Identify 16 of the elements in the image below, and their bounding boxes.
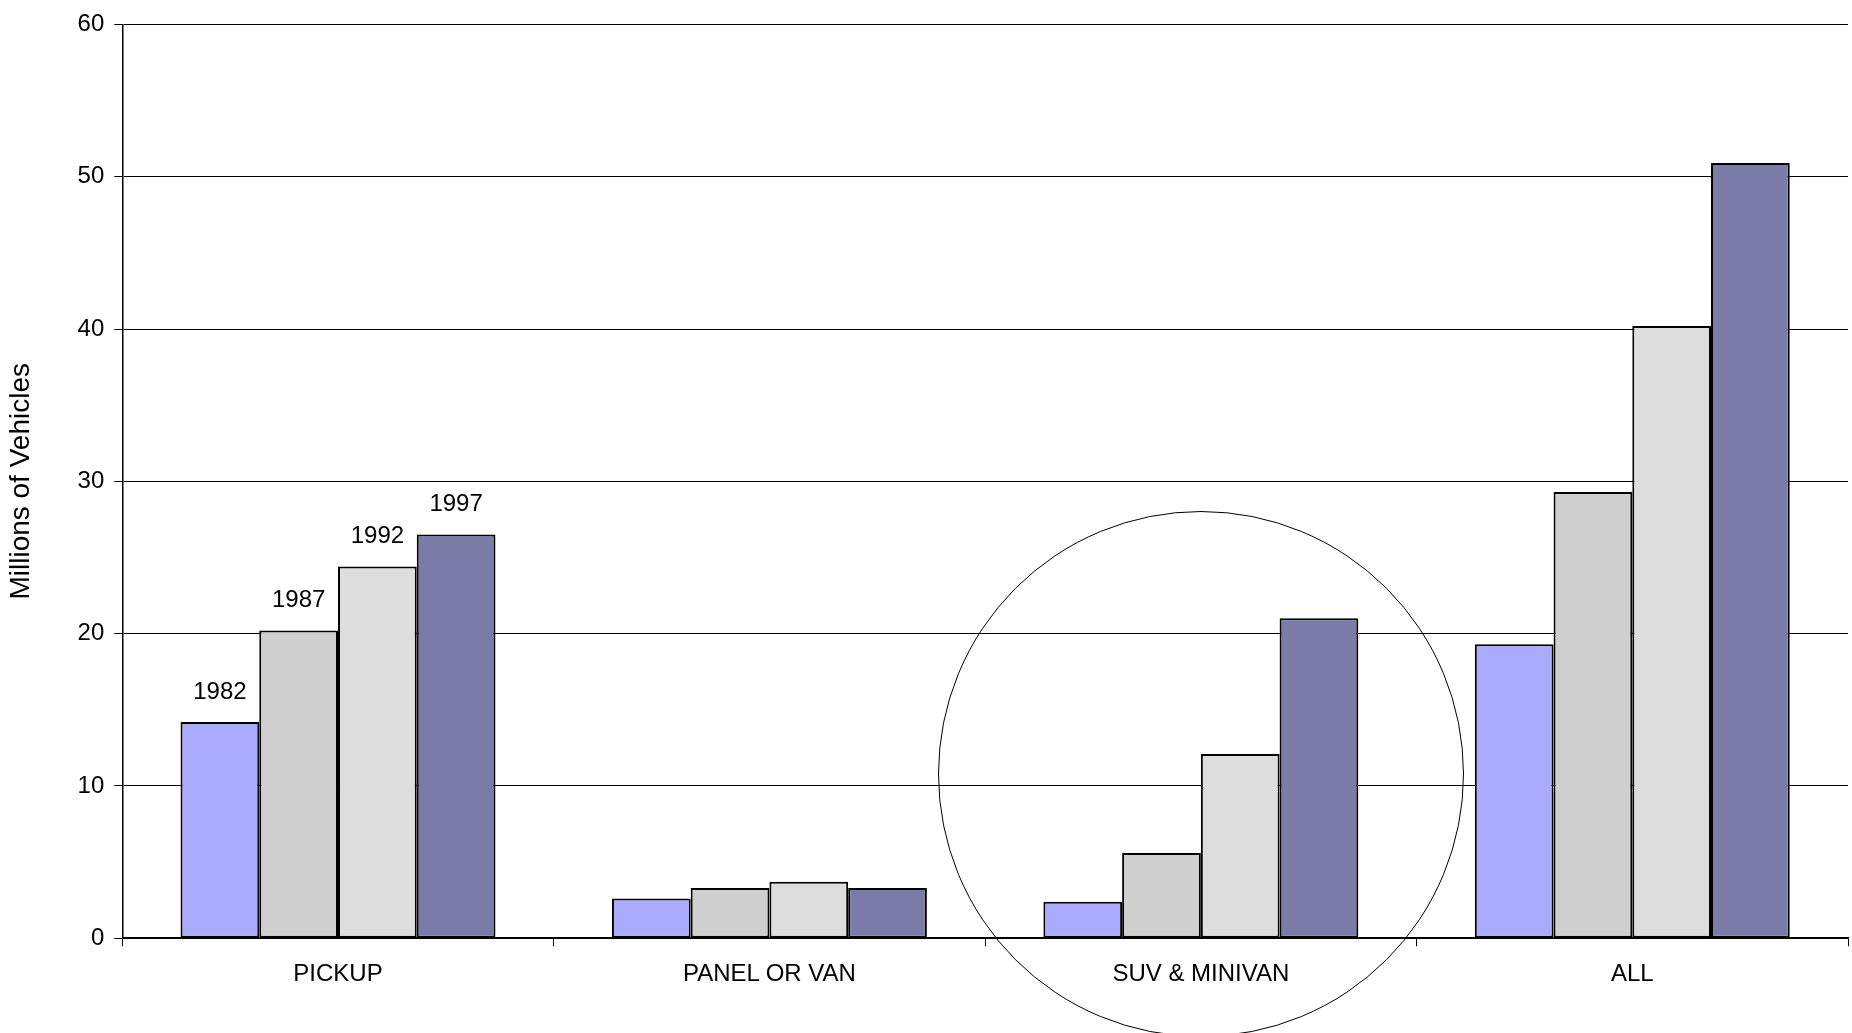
y-tick-label: 40 xyxy=(77,313,105,341)
y-tick-label: 0 xyxy=(90,922,105,950)
series-label: 1992 xyxy=(350,521,405,549)
x-tick-label: SUV & MINIVAN xyxy=(1112,959,1290,987)
x-tick-label: ALL xyxy=(1610,959,1654,987)
y-tick-label: 20 xyxy=(77,618,105,646)
y-tick-label: 60 xyxy=(77,9,105,37)
x-tick-label: PANEL OR VAN xyxy=(682,959,856,987)
y-axis-title: Millions of Vehicles xyxy=(3,363,35,600)
series-label: 1987 xyxy=(271,585,326,613)
series-label: 1982 xyxy=(193,676,247,704)
y-tick-label: 30 xyxy=(77,465,105,493)
y-tick-label: 50 xyxy=(77,161,105,189)
x-tick-label: PICKUP xyxy=(293,959,383,987)
series-label: 1997 xyxy=(429,489,483,517)
y-tick-label: 10 xyxy=(77,770,105,798)
